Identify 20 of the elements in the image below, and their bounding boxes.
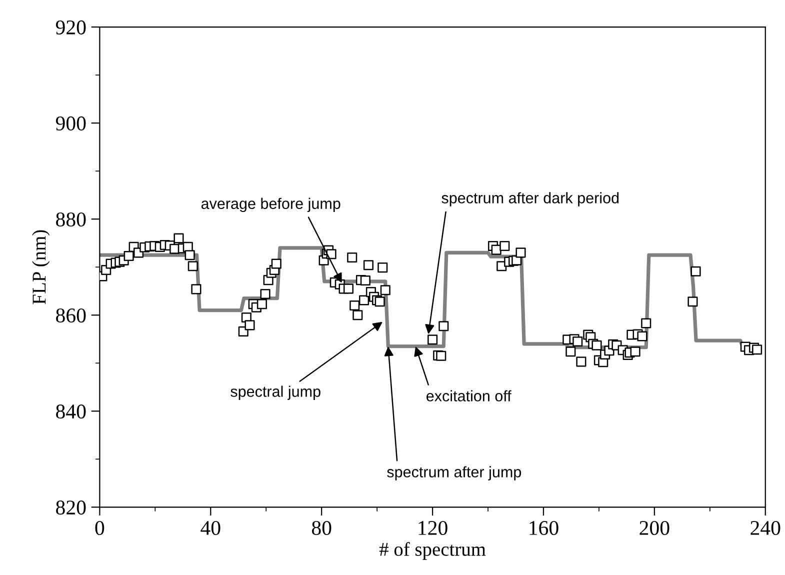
x-tick-label: 200: [640, 520, 670, 536]
x-tick-label: 0: [95, 520, 104, 536]
annotation: spectrum after jump: [387, 466, 522, 480]
y-tick-label: 900: [56, 116, 86, 130]
y-tick-label: 920: [56, 20, 86, 34]
x-axis-title: # of spectrum: [379, 542, 486, 560]
x-tick-label: 80: [312, 520, 332, 536]
annotation: spectrum after dark period: [442, 192, 619, 206]
y-tick-label: 840: [56, 404, 86, 419]
annotation: excitation off: [426, 390, 512, 402]
annotation: average before jump: [201, 198, 340, 212]
y-tick-label: 880: [56, 212, 86, 227]
x-tick-label: 120: [418, 520, 448, 536]
y-tick-label: 820: [56, 500, 86, 515]
y-tick-label: 860: [56, 308, 86, 323]
x-tick-label: 240: [750, 520, 780, 536]
x-tick-label: 40: [200, 520, 220, 536]
y-axis-title: FLP (nm): [32, 230, 50, 304]
x-tick-label: 160: [530, 520, 558, 536]
annotation: spectral jump: [230, 386, 320, 400]
